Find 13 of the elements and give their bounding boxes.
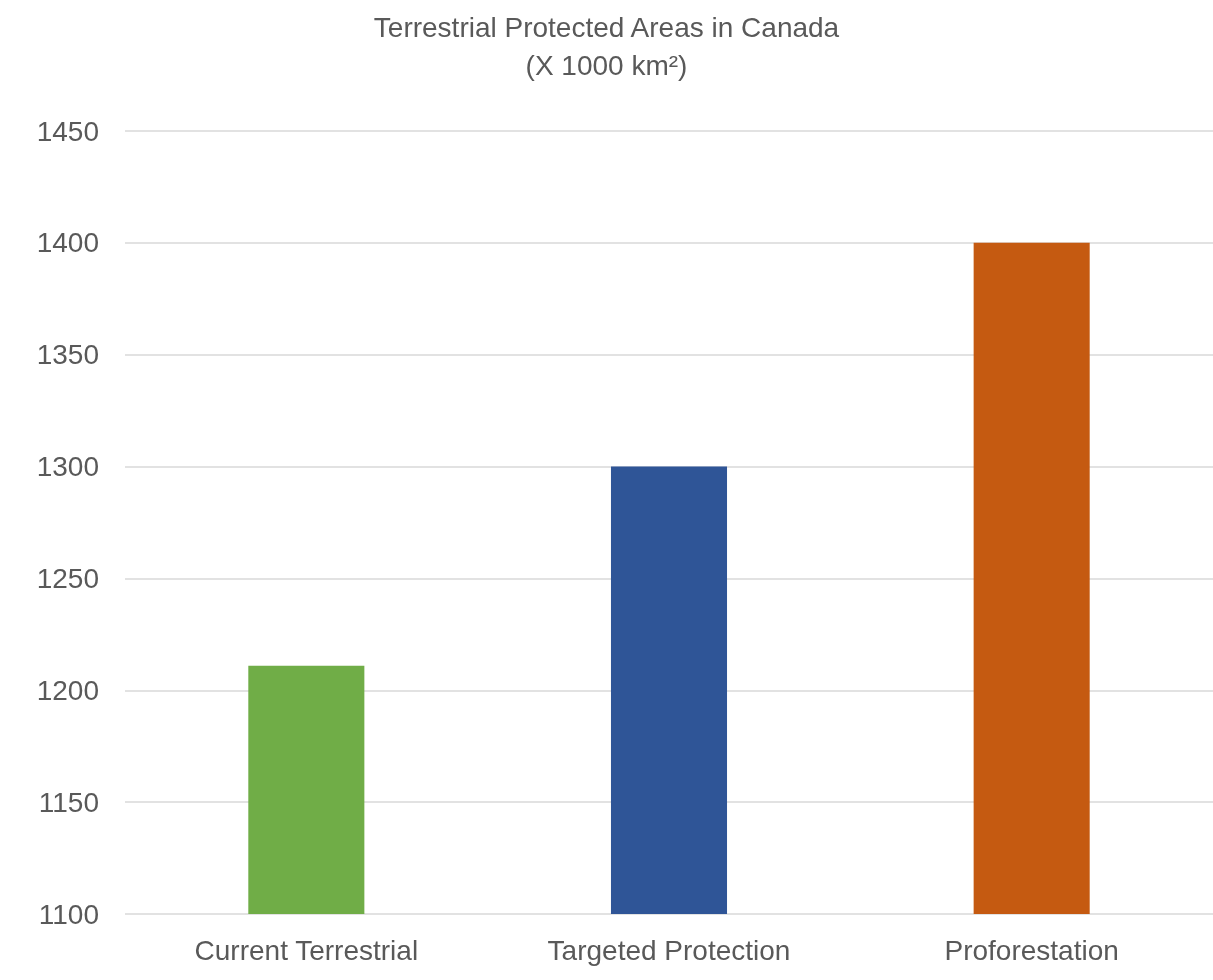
y-tick-label: 1250 <box>36 562 99 594</box>
x-tick-label: Current Terrestrial <box>194 934 419 966</box>
chart-title: Terrestrial Protected Areas in Canada <box>373 11 840 43</box>
y-tick-label: 1100 <box>38 898 99 930</box>
x-tick-label: Proforestation <box>944 934 1119 966</box>
x-tick-label: Targeted Protection <box>547 934 791 966</box>
y-tick-label: 1200 <box>36 674 99 706</box>
y-tick-label: 1350 <box>36 339 99 371</box>
chart-subtitle: (X 1000 km²) <box>525 49 688 81</box>
y-tick-label: 1300 <box>36 451 99 483</box>
y-tick-label: 1450 <box>36 115 99 147</box>
y-tick-label: 1150 <box>38 786 99 818</box>
y-tick-label: 1400 <box>36 227 99 259</box>
